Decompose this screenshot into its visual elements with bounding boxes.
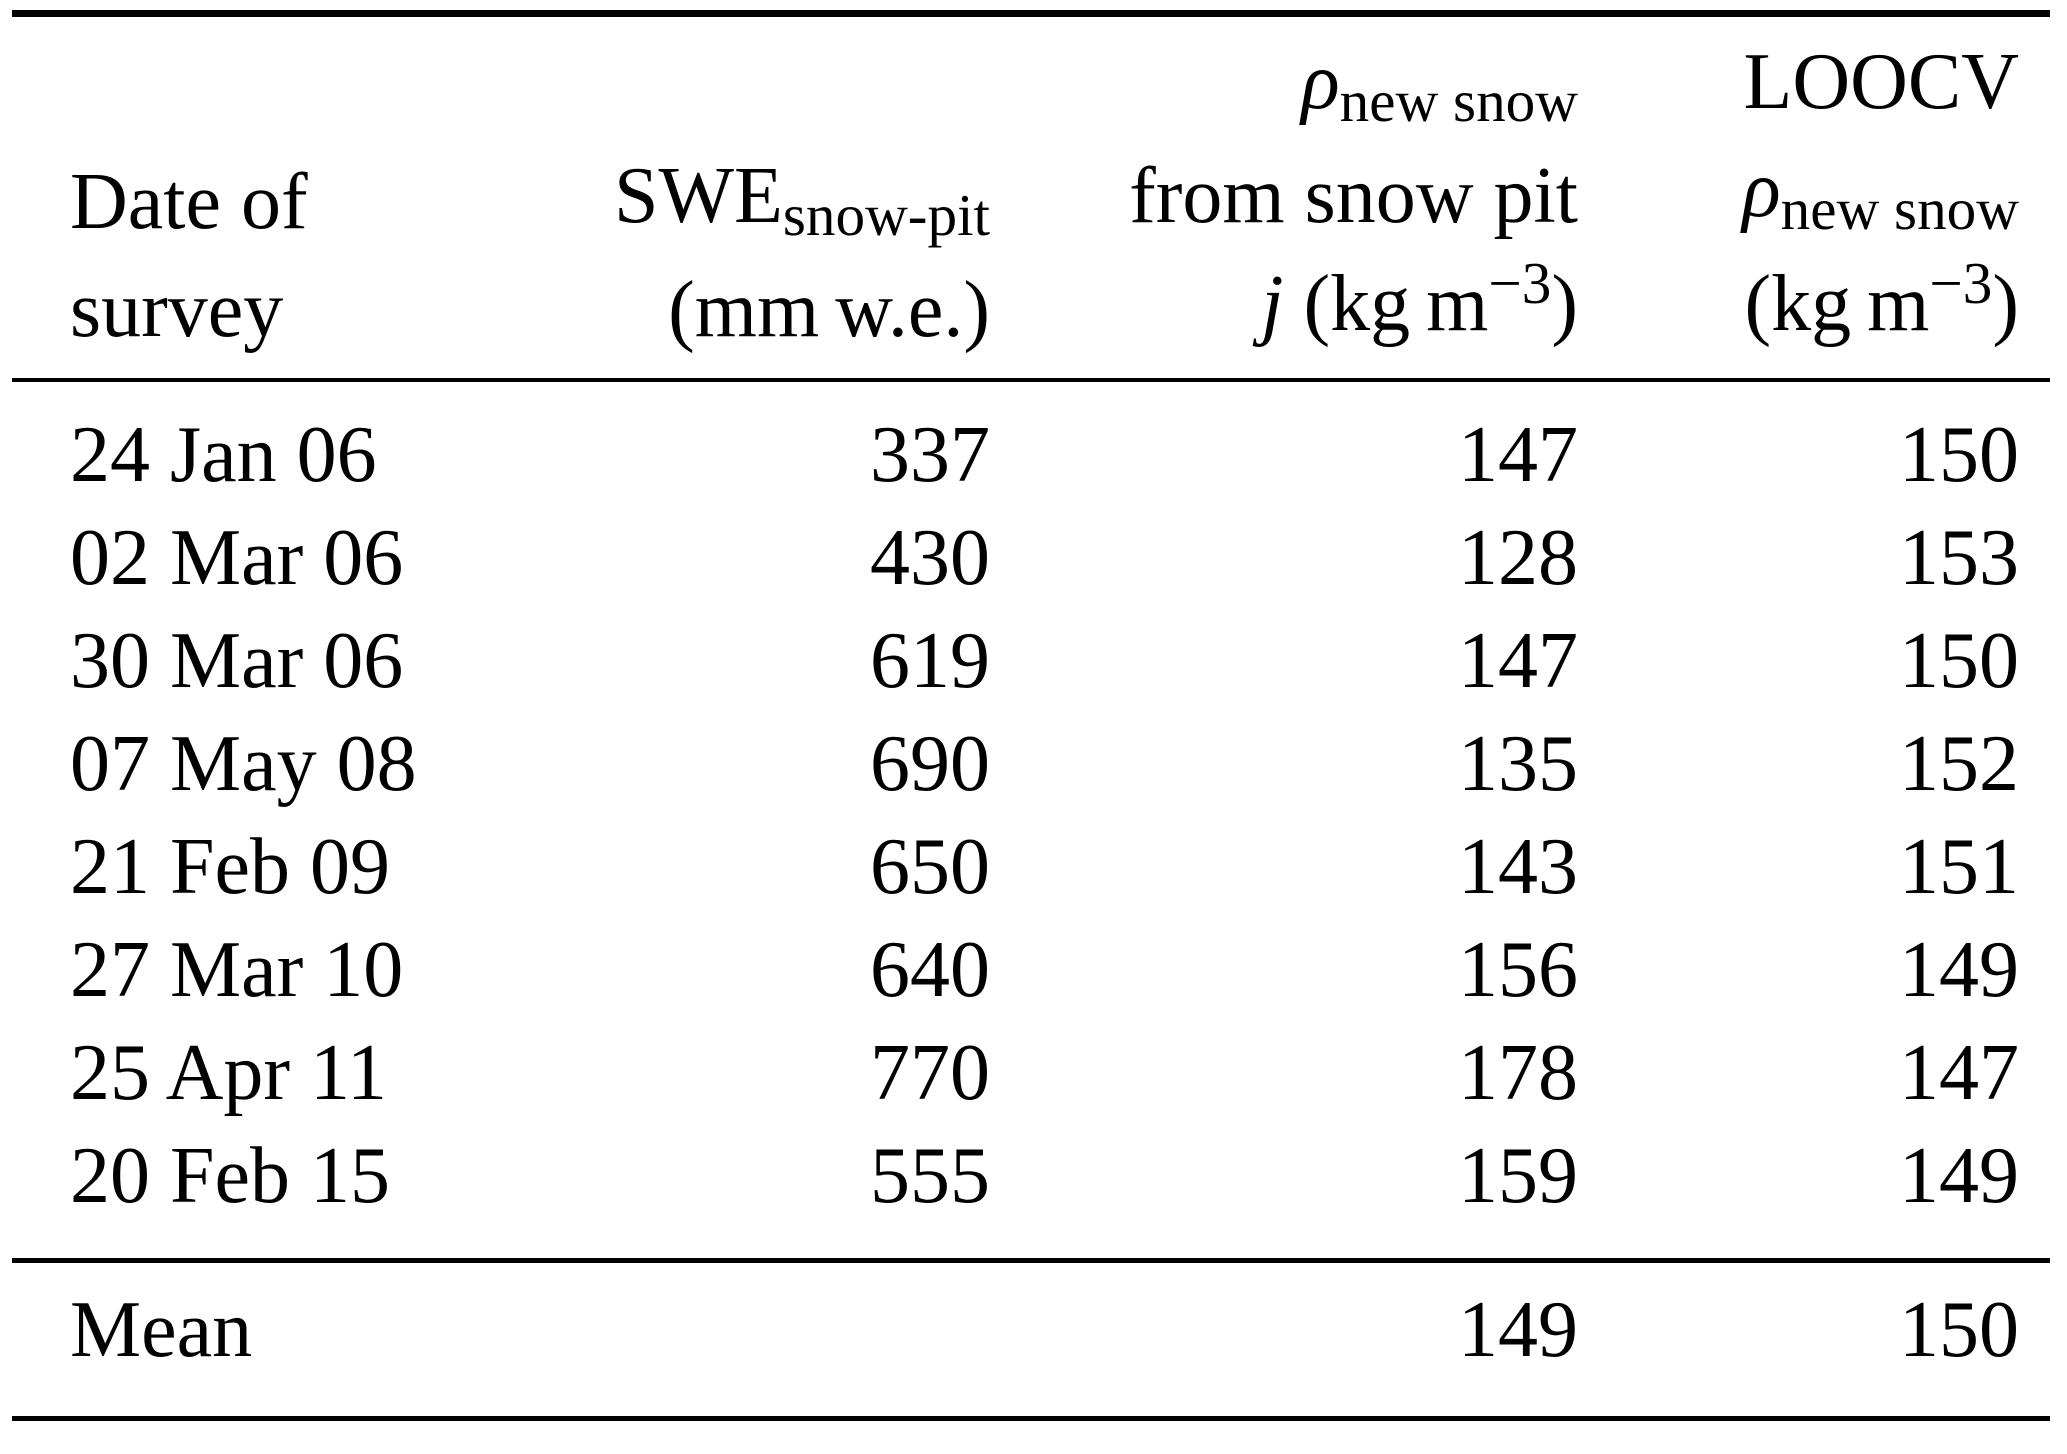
table-row: 27 Mar 10 640 156 149 — [12, 919, 2050, 1022]
rho-pit-cell: 128 — [1458, 513, 1578, 602]
rho-pit-cell: 178 — [1458, 1028, 1578, 1117]
table-row: 07 May 08 690 135 152 — [12, 713, 2050, 816]
table-row: 21 Feb 09 650 143 151 — [12, 816, 2050, 919]
date-cell: 27 Mar 10 — [70, 925, 404, 1014]
header-loocv-units: (kg m−3) — [1744, 249, 2019, 348]
swe-cell: 650 — [870, 822, 990, 911]
date-cell: 30 Mar 06 — [70, 616, 404, 705]
date-cell: 21 Feb 09 — [70, 822, 390, 911]
rho-loocv-cell: 149 — [1899, 925, 2019, 1014]
rho-symbol: ρnew snow — [1301, 37, 1578, 134]
table-row: 30 Mar 06 619 147 150 — [12, 610, 2050, 713]
swe-cell: 770 — [870, 1028, 990, 1117]
rho-loocv-cell: 153 — [1899, 513, 2019, 602]
date-cell: 20 Feb 15 — [70, 1131, 390, 1220]
swe-subscript: snow-pit — [782, 181, 990, 248]
date-cell: 07 May 08 — [70, 719, 417, 808]
mean-label-cell: Mean — [12, 1257, 532, 1418]
rho-pit-cell: 135 — [1458, 719, 1578, 808]
date-cell: 25 Apr 11 — [70, 1028, 388, 1117]
mean-rho-loocv-cell: 150 — [1604, 1257, 2050, 1418]
rho-loocv-cell: 147 — [1899, 1028, 2019, 1117]
header-swe-snow-pit: SWEsnow-pit (mm w.e.) — [532, 13, 1014, 382]
mean-row: Mean 149 150 — [12, 1257, 2050, 1418]
swe-cell: 690 — [870, 719, 990, 808]
rho-loocv-cell: 150 — [1899, 616, 2019, 705]
rho-subscript: new snow — [1339, 67, 1578, 134]
mean-swe-cell — [532, 1257, 1014, 1418]
header-loocv-line1: LOOCV — [1743, 37, 2019, 126]
rho-loocv-cell: 152 — [1899, 719, 2019, 808]
rho-pit-cell: 156 — [1458, 925, 1578, 1014]
header-date-of-survey: Date of survey — [12, 13, 532, 382]
header-date-line1: Date of — [70, 157, 308, 246]
rho-loocv-cell: 151 — [1899, 822, 2019, 911]
rho-pit-cell: 143 — [1458, 822, 1578, 911]
date-cell: 24 Jan 06 — [70, 410, 377, 499]
rho-symbol: ρnew snow — [1742, 145, 2019, 242]
header-rho-pit-units: j (kg m−3) — [1261, 249, 1578, 348]
mean-rho-pit-cell: 149 — [1014, 1257, 1604, 1418]
header-date-line2: survey — [70, 265, 284, 354]
table-row: 02 Mar 06 430 128 153 — [12, 507, 2050, 610]
rho-pit-cell: 147 — [1458, 616, 1578, 705]
header-row: Date of survey SWEsnow-pit (mm w.e.) ρne… — [12, 13, 2050, 382]
swe-cell: 640 — [870, 925, 990, 1014]
rho-loocv-cell: 150 — [1899, 410, 2019, 499]
header-swe-symbol: SWEsnow-pit — [613, 151, 990, 248]
table-row: 20 Feb 15 555 159 149 — [12, 1125, 2050, 1261]
table-row: 24 Jan 06 337 147 150 — [12, 380, 2050, 507]
swe-cell: 337 — [870, 410, 990, 499]
j-variable: j — [1261, 259, 1284, 348]
exponent: −3 — [1488, 249, 1552, 316]
exponent: −3 — [1929, 249, 1993, 316]
rho-pit-cell: 147 — [1458, 410, 1578, 499]
rho-subscript: new snow — [1780, 175, 2019, 242]
header-loocv-rho-new-snow: LOOCV ρnew snow (kg m−3) — [1604, 13, 2050, 382]
rho-pit-cell: 159 — [1458, 1131, 1578, 1220]
swe-cell: 430 — [870, 513, 990, 602]
header-rho-pit-line2: from snow pit — [1129, 151, 1578, 240]
date-cell: 02 Mar 06 — [70, 513, 404, 602]
header-rho-new-snow-pit: ρnew snow from snow pit j (kg m−3) — [1014, 13, 1604, 382]
table-row: 25 Apr 11 770 178 147 — [12, 1022, 2050, 1125]
swe-cell: 555 — [870, 1131, 990, 1220]
swe-cell: 619 — [870, 616, 990, 705]
rho-loocv-cell: 149 — [1899, 1131, 2019, 1220]
snow-density-table: Date of survey SWEsnow-pit (mm w.e.) ρne… — [12, 10, 2050, 1421]
header-swe-units: (mm w.e.) — [668, 265, 990, 354]
